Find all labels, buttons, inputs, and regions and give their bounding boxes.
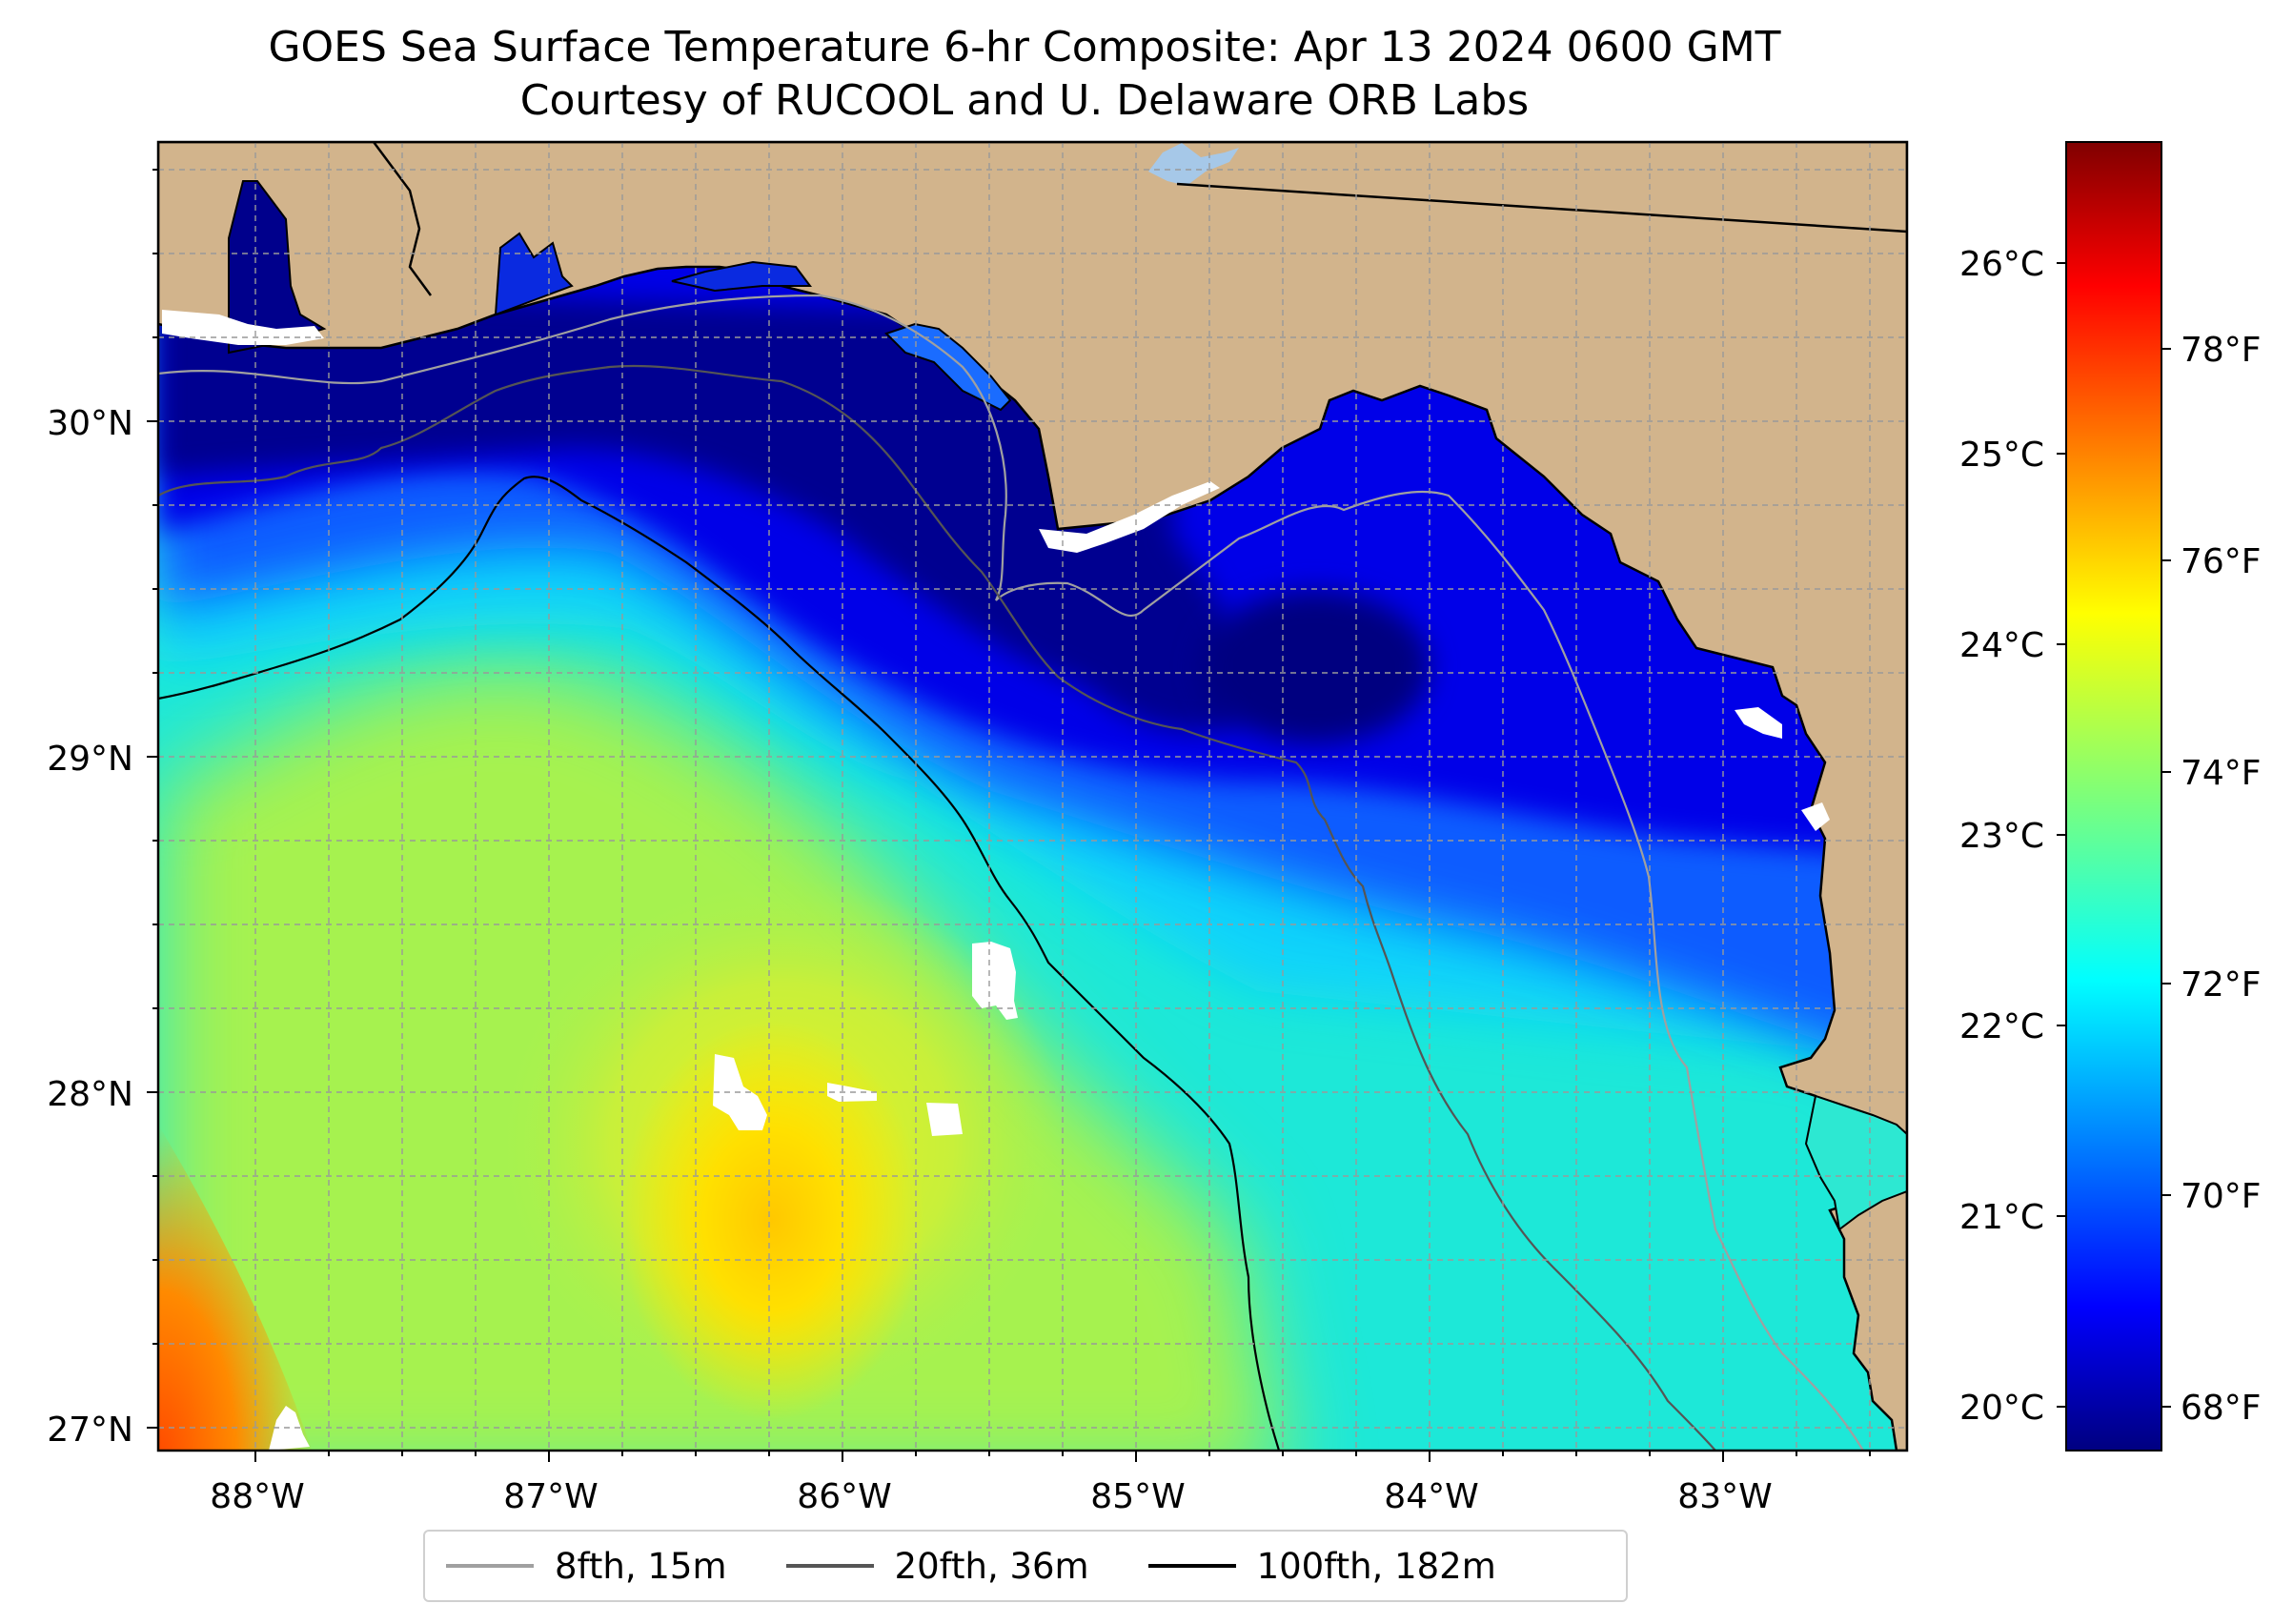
map-frame (156, 140, 1909, 1452)
state-border (372, 142, 433, 296)
colorbar-celsius-label: 25°C (1959, 436, 2044, 475)
y-tick-label: 30°N (47, 404, 133, 443)
contour-8fth-15m (158, 294, 1864, 1451)
legend: 8fth, 15m 20fth, 36m 100fth, 182m (423, 1530, 1628, 1602)
map-gridlines (158, 142, 1907, 1451)
colorbar-fahrenheit-label: 78°F (2181, 331, 2262, 370)
colorbar-fahrenheit-label: 74°F (2181, 754, 2262, 793)
cold-eddy (1201, 591, 1430, 743)
y-axis (147, 169, 158, 1429)
st-andrews-bay (884, 322, 1012, 412)
contour-20fth-36m (158, 364, 1716, 1451)
y-tick-label: 29°N (47, 740, 133, 779)
x-tick-label: 84°W (1384, 1477, 1478, 1516)
colorbar-fahrenheit-label: 70°F (2181, 1177, 2262, 1216)
contour-100fth-182m (158, 476, 1281, 1451)
legend-label: 100fth, 182m (1256, 1545, 1496, 1587)
legend-swatch-20fth (785, 1564, 874, 1568)
lake (1148, 143, 1239, 186)
x-tick-label: 88°W (210, 1477, 304, 1516)
x-tick-label: 86°W (797, 1477, 891, 1516)
colorbar-celsius-label: 21°C (1959, 1198, 2044, 1237)
legend-label: 20fth, 36m (894, 1545, 1089, 1587)
choctawhatchee-bay (671, 260, 812, 293)
x-axis (254, 1451, 1871, 1462)
colorbar-celsius-label: 23°C (1959, 817, 2044, 856)
colorbar-celsius-labels: 20°C 21°C 22°C 23°C 24°C 25°C 26°C (1959, 245, 2044, 1428)
legend-swatch-8fth (446, 1564, 534, 1568)
y-tick-label: 27°N (47, 1411, 133, 1450)
chart-subtitle: Courtesy of RUCOOL and U. Delaware ORB L… (519, 76, 1530, 125)
legend-swatch-100fth (1147, 1564, 1236, 1568)
colorbar (2065, 141, 2162, 1451)
legend-item-20fth: 20fth, 36m (777, 1546, 1089, 1587)
coldest-water (158, 286, 1246, 732)
map-plot-area (158, 142, 1907, 1451)
colorbar-celsius-ticks (2057, 262, 2066, 1408)
legend-item-100fth: 100fth, 182m (1139, 1546, 1496, 1587)
colorbar-fahrenheit-label: 76°F (2181, 542, 2262, 581)
y-tick-labels: 27°N 28°N 29°N 30°N (47, 404, 133, 1450)
chart-title: GOES Sea Surface Temperature 6-hr Compos… (268, 23, 1781, 71)
colorbar-fahrenheit-ticks (2161, 348, 2171, 1408)
colorbar-fahrenheit-label: 72°F (2181, 965, 2262, 1005)
legend-label: 8fth, 15m (555, 1545, 727, 1587)
colorbar-celsius-label: 24°C (1959, 626, 2044, 665)
y-tick-label: 28°N (47, 1075, 133, 1114)
colorbar-fahrenheit-labels: 68°F 70°F 72°F 74°F 76°F 78°F (2181, 331, 2262, 1428)
cloud-mask (162, 310, 1830, 1451)
colorbar-fahrenheit-label: 68°F (2181, 1389, 2262, 1428)
legend-item-8fth: 8fth, 15m (436, 1546, 727, 1587)
tampa-bay (1804, 1094, 1907, 1231)
colorbar-celsius-label: 26°C (1959, 245, 2044, 284)
x-tick-labels: 88°W 87°W 86°W 85°W 84°W 83°W (210, 1477, 1772, 1516)
state-border (1176, 182, 1907, 233)
warm-corner (158, 1125, 313, 1451)
warm-core (619, 1020, 924, 1420)
x-tick-label: 85°W (1090, 1477, 1185, 1516)
x-tick-label: 87°W (503, 1477, 598, 1516)
colorbar-celsius-label: 22°C (1959, 1007, 2044, 1046)
colorbar-celsius-label: 20°C (1959, 1389, 2044, 1428)
x-tick-label: 83°W (1677, 1477, 1772, 1516)
